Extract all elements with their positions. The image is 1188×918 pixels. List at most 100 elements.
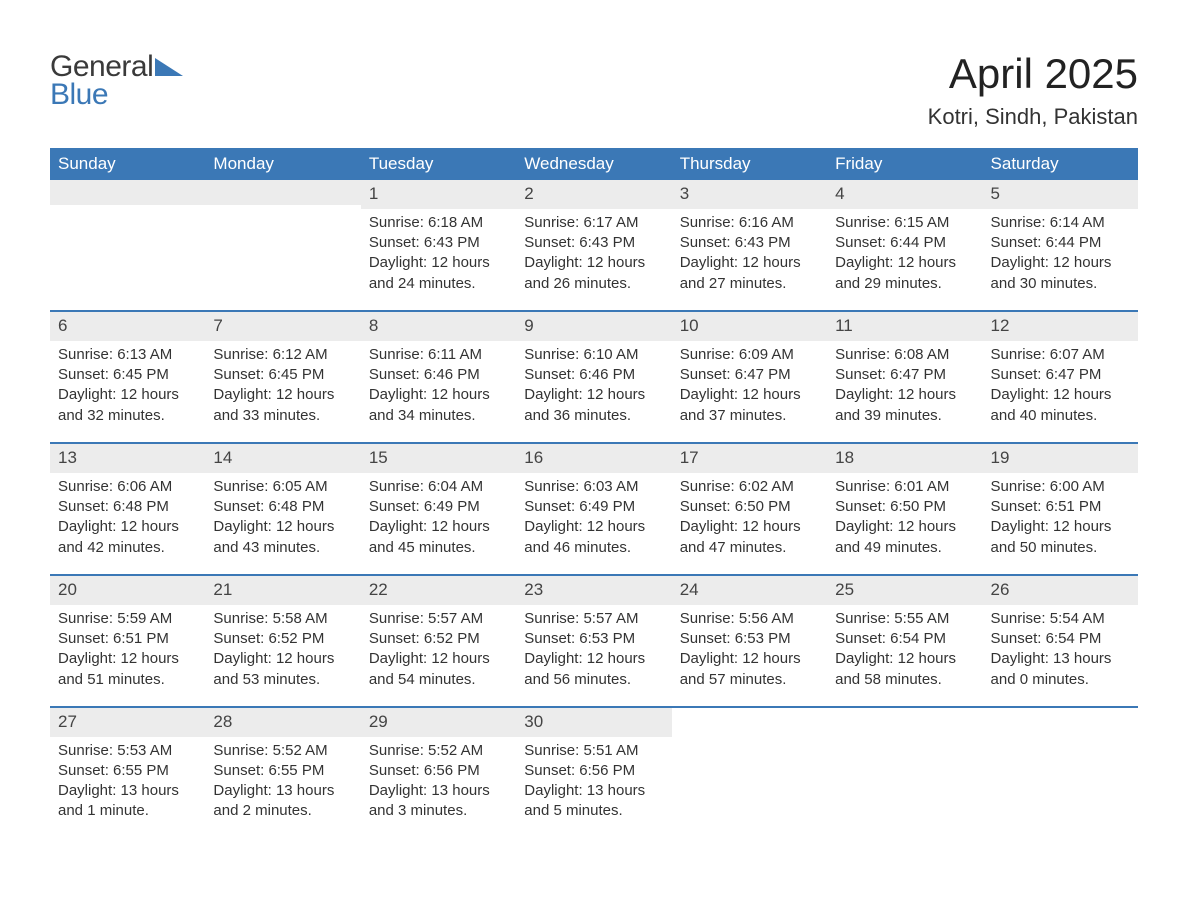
dow-cell: Wednesday xyxy=(516,148,671,180)
daylight-line-2: and 56 minutes. xyxy=(524,670,663,690)
day-body: Sunrise: 6:18 AMSunset: 6:43 PMDaylight:… xyxy=(361,209,516,310)
daylight-line-2: and 50 minutes. xyxy=(991,538,1130,558)
day-cell: 18Sunrise: 6:01 AMSunset: 6:50 PMDayligh… xyxy=(827,444,982,574)
daylight-line-2: and 26 minutes. xyxy=(524,274,663,294)
sunset-line: Sunset: 6:46 PM xyxy=(369,365,508,385)
daylight-line-2: and 29 minutes. xyxy=(835,274,974,294)
day-number: 3 xyxy=(672,180,827,209)
day-number xyxy=(827,708,982,733)
daylight-line-1: Daylight: 12 hours xyxy=(213,385,352,405)
page-title: April 2025 xyxy=(928,50,1138,98)
day-cell: 23Sunrise: 5:57 AMSunset: 6:53 PMDayligh… xyxy=(516,576,671,706)
day-body: Sunrise: 6:16 AMSunset: 6:43 PMDaylight:… xyxy=(672,209,827,310)
daylight-line-2: and 49 minutes. xyxy=(835,538,974,558)
sail-icon xyxy=(155,58,183,76)
daylight-line-2: and 47 minutes. xyxy=(680,538,819,558)
daylight-line-2: and 30 minutes. xyxy=(991,274,1130,294)
sunset-line: Sunset: 6:51 PM xyxy=(991,497,1130,517)
daylight-line-1: Daylight: 13 hours xyxy=(58,781,197,801)
day-number: 23 xyxy=(516,576,671,605)
day-body: Sunrise: 5:54 AMSunset: 6:54 PMDaylight:… xyxy=(983,605,1138,706)
day-of-week-header: SundayMondayTuesdayWednesdayThursdayFrid… xyxy=(50,148,1138,180)
day-number: 20 xyxy=(50,576,205,605)
daylight-line-1: Daylight: 12 hours xyxy=(680,517,819,537)
day-cell: 11Sunrise: 6:08 AMSunset: 6:47 PMDayligh… xyxy=(827,312,982,442)
title-block: April 2025 Kotri, Sindh, Pakistan xyxy=(928,50,1138,130)
daylight-line-1: Daylight: 13 hours xyxy=(369,781,508,801)
daylight-line-2: and 53 minutes. xyxy=(213,670,352,690)
day-body: Sunrise: 6:11 AMSunset: 6:46 PMDaylight:… xyxy=(361,341,516,442)
daylight-line-2: and 37 minutes. xyxy=(680,406,819,426)
header: General Blue April 2025 Kotri, Sindh, Pa… xyxy=(50,50,1138,130)
day-cell: 26Sunrise: 5:54 AMSunset: 6:54 PMDayligh… xyxy=(983,576,1138,706)
day-cell: 6Sunrise: 6:13 AMSunset: 6:45 PMDaylight… xyxy=(50,312,205,442)
logo: General Blue xyxy=(50,50,183,112)
day-body: Sunrise: 5:53 AMSunset: 6:55 PMDaylight:… xyxy=(50,737,205,838)
day-number: 29 xyxy=(361,708,516,737)
sunrise-line: Sunrise: 5:52 AM xyxy=(369,741,508,761)
day-body: Sunrise: 6:02 AMSunset: 6:50 PMDaylight:… xyxy=(672,473,827,574)
daylight-line-1: Daylight: 12 hours xyxy=(369,253,508,273)
daylight-line-2: and 58 minutes. xyxy=(835,670,974,690)
day-cell: 20Sunrise: 5:59 AMSunset: 6:51 PMDayligh… xyxy=(50,576,205,706)
daylight-line-2: and 3 minutes. xyxy=(369,801,508,821)
day-cell: 22Sunrise: 5:57 AMSunset: 6:52 PMDayligh… xyxy=(361,576,516,706)
day-number: 13 xyxy=(50,444,205,473)
location-label: Kotri, Sindh, Pakistan xyxy=(928,104,1138,130)
dow-cell: Monday xyxy=(205,148,360,180)
sunrise-line: Sunrise: 6:11 AM xyxy=(369,345,508,365)
day-number: 1 xyxy=(361,180,516,209)
day-number: 4 xyxy=(827,180,982,209)
daylight-line-1: Daylight: 12 hours xyxy=(835,517,974,537)
sunrise-line: Sunrise: 6:06 AM xyxy=(58,477,197,497)
day-number: 27 xyxy=(50,708,205,737)
day-cell-empty xyxy=(983,708,1138,838)
sunrise-line: Sunrise: 6:12 AM xyxy=(213,345,352,365)
sunrise-line: Sunrise: 6:17 AM xyxy=(524,213,663,233)
daylight-line-1: Daylight: 12 hours xyxy=(680,253,819,273)
day-cell: 24Sunrise: 5:56 AMSunset: 6:53 PMDayligh… xyxy=(672,576,827,706)
sunset-line: Sunset: 6:49 PM xyxy=(524,497,663,517)
day-cell: 13Sunrise: 6:06 AMSunset: 6:48 PMDayligh… xyxy=(50,444,205,574)
sunrise-line: Sunrise: 6:02 AM xyxy=(680,477,819,497)
sunset-line: Sunset: 6:43 PM xyxy=(369,233,508,253)
day-body: Sunrise: 5:51 AMSunset: 6:56 PMDaylight:… xyxy=(516,737,671,838)
daylight-line-1: Daylight: 12 hours xyxy=(213,517,352,537)
sunset-line: Sunset: 6:47 PM xyxy=(835,365,974,385)
day-body: Sunrise: 6:13 AMSunset: 6:45 PMDaylight:… xyxy=(50,341,205,442)
day-number xyxy=(672,708,827,733)
day-number: 26 xyxy=(983,576,1138,605)
day-body: Sunrise: 6:03 AMSunset: 6:49 PMDaylight:… xyxy=(516,473,671,574)
day-cell: 28Sunrise: 5:52 AMSunset: 6:55 PMDayligh… xyxy=(205,708,360,838)
day-number: 5 xyxy=(983,180,1138,209)
day-body: Sunrise: 6:04 AMSunset: 6:49 PMDaylight:… xyxy=(361,473,516,574)
daylight-line-1: Daylight: 13 hours xyxy=(991,649,1130,669)
sunrise-line: Sunrise: 6:07 AM xyxy=(991,345,1130,365)
daylight-line-2: and 0 minutes. xyxy=(991,670,1130,690)
sunset-line: Sunset: 6:43 PM xyxy=(524,233,663,253)
day-number: 24 xyxy=(672,576,827,605)
day-cell: 16Sunrise: 6:03 AMSunset: 6:49 PMDayligh… xyxy=(516,444,671,574)
sunrise-line: Sunrise: 6:16 AM xyxy=(680,213,819,233)
sunrise-line: Sunrise: 5:51 AM xyxy=(524,741,663,761)
day-number: 15 xyxy=(361,444,516,473)
day-number: 21 xyxy=(205,576,360,605)
day-body: Sunrise: 6:08 AMSunset: 6:47 PMDaylight:… xyxy=(827,341,982,442)
daylight-line-2: and 1 minute. xyxy=(58,801,197,821)
day-cell: 10Sunrise: 6:09 AMSunset: 6:47 PMDayligh… xyxy=(672,312,827,442)
daylight-line-1: Daylight: 12 hours xyxy=(680,385,819,405)
day-body: Sunrise: 6:12 AMSunset: 6:45 PMDaylight:… xyxy=(205,341,360,442)
daylight-line-2: and 57 minutes. xyxy=(680,670,819,690)
daylight-line-1: Daylight: 12 hours xyxy=(835,253,974,273)
sunrise-line: Sunrise: 6:01 AM xyxy=(835,477,974,497)
sunset-line: Sunset: 6:45 PM xyxy=(58,365,197,385)
daylight-line-1: Daylight: 12 hours xyxy=(991,253,1130,273)
daylight-line-2: and 34 minutes. xyxy=(369,406,508,426)
daylight-line-1: Daylight: 12 hours xyxy=(369,517,508,537)
day-body: Sunrise: 6:14 AMSunset: 6:44 PMDaylight:… xyxy=(983,209,1138,310)
daylight-line-2: and 39 minutes. xyxy=(835,406,974,426)
sunrise-line: Sunrise: 6:00 AM xyxy=(991,477,1130,497)
day-body: Sunrise: 5:52 AMSunset: 6:56 PMDaylight:… xyxy=(361,737,516,838)
dow-cell: Tuesday xyxy=(361,148,516,180)
week-row: 27Sunrise: 5:53 AMSunset: 6:55 PMDayligh… xyxy=(50,706,1138,838)
